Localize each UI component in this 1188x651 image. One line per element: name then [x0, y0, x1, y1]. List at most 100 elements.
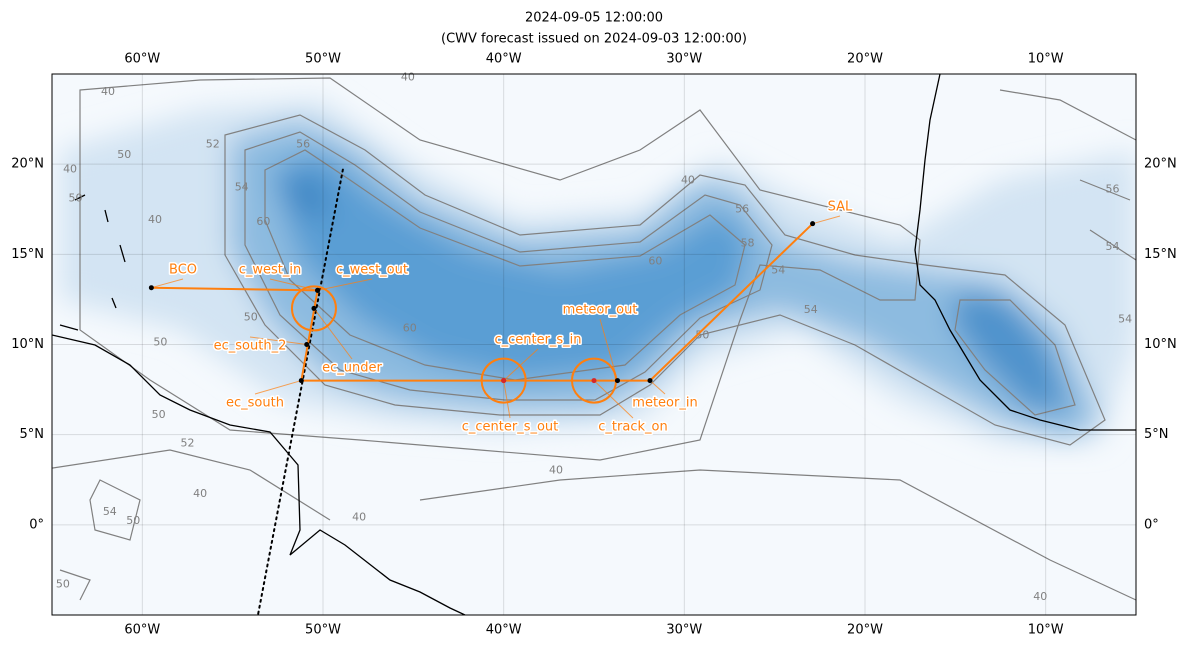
contour-label: 54 — [1106, 240, 1120, 253]
contour-label: 40 — [681, 173, 695, 186]
contour-label: 50 — [117, 148, 131, 161]
contour-label: 40 — [1033, 590, 1047, 603]
lon-tick-label: 10°W — [1028, 623, 1064, 638]
lon-tick-label: 60°W — [124, 623, 160, 638]
leader-line — [249, 336, 307, 345]
waypoint — [148, 285, 154, 291]
leader-line — [313, 308, 353, 360]
lat-tick-label: 0° — [29, 517, 44, 532]
waypoint — [501, 378, 507, 384]
contour-label: 50 — [244, 310, 258, 323]
lon-tick-label: 60°W — [124, 52, 160, 67]
contour-label: 50 — [56, 577, 70, 590]
waypoint — [591, 378, 597, 384]
contour-label: 40 — [63, 163, 77, 176]
waypoint — [304, 342, 310, 347]
waypoint-label: c_west_in — [239, 263, 302, 278]
waypoint-label: ec_south — [226, 396, 284, 411]
waypoint — [298, 378, 304, 384]
lat-tick-label: 20°N — [11, 157, 44, 172]
contour-label: 50 — [153, 336, 167, 349]
lat-tick-label: 15°N — [11, 247, 44, 262]
contour-label: 54 — [804, 303, 818, 316]
leader-line — [317, 278, 373, 291]
lon-tick-label: 10°W — [1028, 52, 1064, 67]
contour-label: 56 — [296, 137, 310, 150]
waypoint — [614, 378, 620, 384]
contour-label: 54 — [1118, 312, 1132, 325]
waypoint — [315, 287, 321, 293]
lat-tick-label: 20°N — [1144, 157, 1177, 172]
contour-label: 54 — [103, 505, 117, 518]
contours — [52, 77, 1136, 601]
waypoint-label: c_center_s_out — [462, 420, 559, 435]
contour-label: 40 — [549, 464, 563, 477]
contour-label: 50 — [68, 191, 82, 204]
lat-tick-label: 5°N — [20, 427, 45, 442]
contour-label: 40 — [193, 487, 207, 500]
contour-label: 58 — [741, 237, 755, 250]
contour-label: 40 — [101, 85, 115, 98]
contour-label: 50 — [126, 514, 140, 527]
lat-tick-label: 10°N — [11, 337, 44, 352]
waypoint-label: c_track_on — [598, 420, 667, 435]
lon-tick-label: 30°W — [666, 623, 702, 638]
circle-pattern — [480, 357, 527, 404]
contour-label: 50 — [695, 328, 709, 341]
leader-line — [254, 380, 302, 395]
leader-line — [599, 318, 618, 381]
waypoint-label: meteor_out — [563, 303, 638, 318]
contour-label: 56 — [1106, 182, 1120, 195]
leader-line — [593, 380, 634, 419]
contour-label: 54 — [771, 264, 785, 277]
graticule: 60°W 60°W 50°W 50°W 40°W 40°W 30°W 30°W 20°W 20°W… — [11, 52, 1177, 638]
lon-tick-label: 40°W — [486, 623, 522, 638]
leader-line — [151, 278, 184, 289]
contour-label: 40 — [148, 213, 162, 226]
lon-tick-label: 50°W — [305, 52, 341, 67]
contour-label: 52 — [181, 437, 195, 450]
waypoint-label: ec_south_2 — [214, 339, 287, 354]
contour-label: 60 — [648, 255, 662, 268]
leader-line — [269, 278, 318, 291]
waypoint-label: ec_under — [322, 361, 382, 376]
lon-tick-label: 20°W — [847, 623, 883, 638]
lon-tick-label: 30°W — [666, 52, 702, 67]
title: 2024-09-05 12:00:00 — [525, 11, 663, 26]
waypoint-label: c_west_out — [336, 263, 408, 278]
contour-label: 40 — [352, 511, 366, 524]
waypoint — [810, 221, 816, 227]
lat-tick-label: 15°N — [1144, 247, 1177, 262]
satellite-track — [256, 168, 344, 616]
circle-pattern — [290, 285, 337, 332]
lon-tick-label: 50°W — [305, 623, 341, 638]
leader-line — [812, 215, 841, 225]
leader-line — [503, 380, 511, 419]
lon-tick-label: 40°W — [486, 52, 522, 67]
lat-tick-label: 5°N — [1144, 427, 1169, 442]
waypoint-label: BCO — [169, 263, 197, 278]
contour-label: 60 — [403, 321, 417, 334]
waypoint-label: meteor_in — [632, 396, 697, 411]
coastlines — [52, 74, 1136, 615]
leader-line — [503, 348, 539, 381]
overlay: BCO c_west_in c_west_out ec_under ec_south_2… — [148, 168, 855, 616]
waypoint-label: c_center_s_in — [494, 333, 581, 348]
map-frame — [51, 73, 1137, 616]
contour-label: 60 — [256, 215, 270, 228]
subtitle: (CWV forecast issued on 2024-09-03 12:00… — [441, 32, 747, 47]
waypoint — [311, 305, 317, 311]
waypoint — [647, 378, 653, 384]
lat-tick-label: 0° — [1144, 517, 1159, 532]
contour-label: 56 — [735, 202, 749, 215]
leader-line — [649, 380, 666, 395]
contour-label: 40 — [401, 71, 415, 84]
field — [52, 74, 1136, 615]
contour-label: 50 — [152, 408, 166, 421]
lon-tick-label: 20°W — [847, 52, 883, 67]
lat-tick-label: 10°N — [1144, 337, 1177, 352]
contour-label: 52 — [206, 137, 220, 150]
contour-label: 54 — [235, 181, 249, 194]
waypoint-label: SAL — [828, 200, 853, 215]
